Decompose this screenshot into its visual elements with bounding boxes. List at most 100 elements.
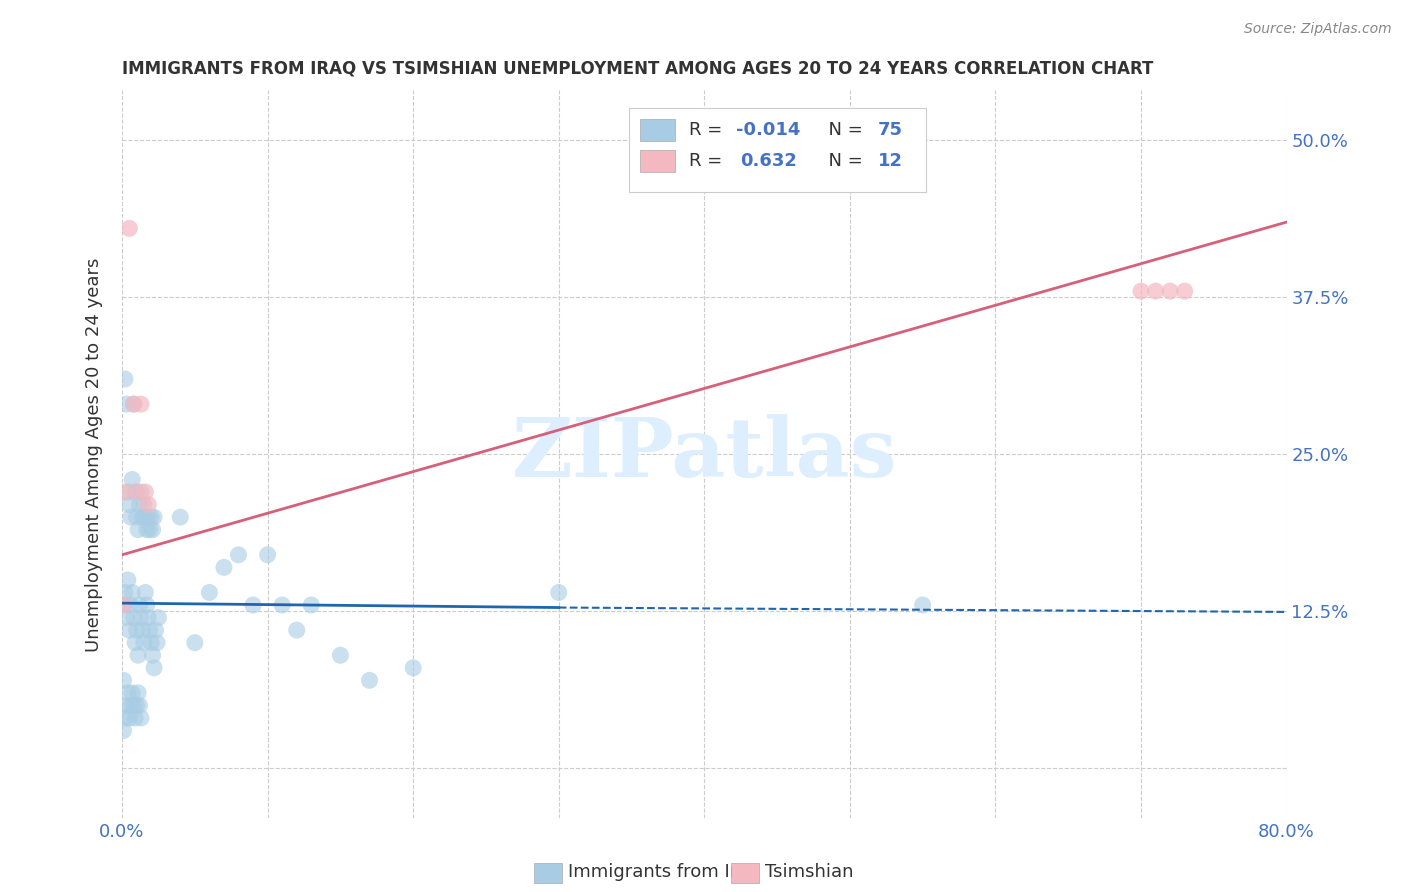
Point [1144, 284, 1167, 298]
Text: 75: 75 [877, 121, 903, 139]
Point [128, 598, 150, 612]
Point [148, 610, 170, 624]
Point [256, 548, 278, 562]
Text: N =: N = [817, 121, 869, 139]
Point [122, 397, 145, 411]
Point [184, 636, 207, 650]
Text: -0.014: -0.014 [735, 121, 800, 139]
Point [135, 598, 157, 612]
Point [128, 698, 150, 713]
Point [127, 648, 149, 663]
Point [121, 585, 143, 599]
Text: IMMIGRANTS FROM IRAQ VS TSIMSHIAN UNEMPLOYMENT AMONG AGES 20 TO 24 YEARS CORRELA: IMMIGRANTS FROM IRAQ VS TSIMSHIAN UNEMPL… [122, 60, 1153, 78]
Point [132, 636, 155, 650]
Point [142, 523, 165, 537]
Text: Immigrants from Iraq: Immigrants from Iraq [568, 863, 759, 881]
Point [118, 498, 141, 512]
Point [143, 661, 166, 675]
Point [128, 498, 150, 512]
Point [124, 711, 146, 725]
Text: Source: ZipAtlas.com: Source: ZipAtlas.com [1244, 22, 1392, 37]
Point [129, 397, 152, 411]
Point [911, 598, 934, 612]
Point [127, 523, 149, 537]
Point [134, 485, 156, 500]
Point [135, 523, 157, 537]
Text: R =: R = [689, 152, 734, 169]
Point [122, 698, 145, 713]
Point [242, 598, 264, 612]
FancyBboxPatch shape [628, 109, 925, 192]
Point [138, 523, 160, 537]
Point [141, 636, 163, 650]
Text: R =: R = [689, 121, 728, 139]
Point [114, 711, 136, 725]
Point [136, 610, 159, 624]
Point [547, 585, 569, 599]
Point [125, 510, 148, 524]
Point [142, 648, 165, 663]
Point [125, 698, 148, 713]
Text: N =: N = [817, 152, 869, 169]
Point [114, 585, 136, 599]
Point [118, 221, 141, 235]
Point [112, 598, 135, 612]
Point [134, 510, 156, 524]
Point [129, 485, 152, 500]
Point [118, 711, 141, 725]
FancyBboxPatch shape [640, 150, 675, 172]
Point [228, 548, 250, 562]
Point [329, 648, 352, 663]
Point [120, 510, 142, 524]
Point [198, 585, 221, 599]
Point [129, 711, 152, 725]
Point [402, 661, 425, 675]
Point [299, 598, 322, 612]
Point [138, 623, 160, 637]
Point [114, 372, 136, 386]
Point [120, 698, 142, 713]
Point [1130, 284, 1153, 298]
Text: 0.632: 0.632 [741, 152, 797, 169]
Point [1159, 284, 1181, 298]
Point [143, 510, 166, 524]
Point [132, 498, 155, 512]
Point [117, 485, 139, 500]
Text: ZIPatlas: ZIPatlas [512, 415, 897, 494]
Point [141, 510, 163, 524]
Point [115, 698, 138, 713]
Point [127, 686, 149, 700]
Point [359, 673, 381, 688]
Point [115, 397, 138, 411]
Point [121, 473, 143, 487]
Point [121, 686, 143, 700]
Point [112, 673, 135, 688]
Point [125, 623, 148, 637]
Point [131, 510, 153, 524]
Point [112, 723, 135, 738]
Point [117, 686, 139, 700]
FancyBboxPatch shape [640, 120, 675, 141]
Point [271, 598, 294, 612]
Point [124, 636, 146, 650]
Point [115, 610, 138, 624]
Point [131, 623, 153, 637]
Point [285, 623, 308, 637]
Point [136, 498, 159, 512]
Point [169, 510, 191, 524]
Point [129, 610, 152, 624]
Point [122, 397, 145, 411]
Point [112, 598, 135, 612]
Point [1174, 284, 1197, 298]
Point [136, 510, 159, 524]
Point [112, 485, 135, 500]
Text: 12: 12 [877, 152, 903, 169]
Point [118, 623, 141, 637]
Point [117, 573, 139, 587]
Text: Tsimshian: Tsimshian [765, 863, 853, 881]
Point [145, 623, 167, 637]
Point [212, 560, 235, 574]
Y-axis label: Unemployment Among Ages 20 to 24 years: Unemployment Among Ages 20 to 24 years [86, 257, 103, 651]
Point [124, 485, 146, 500]
Point [134, 585, 156, 599]
